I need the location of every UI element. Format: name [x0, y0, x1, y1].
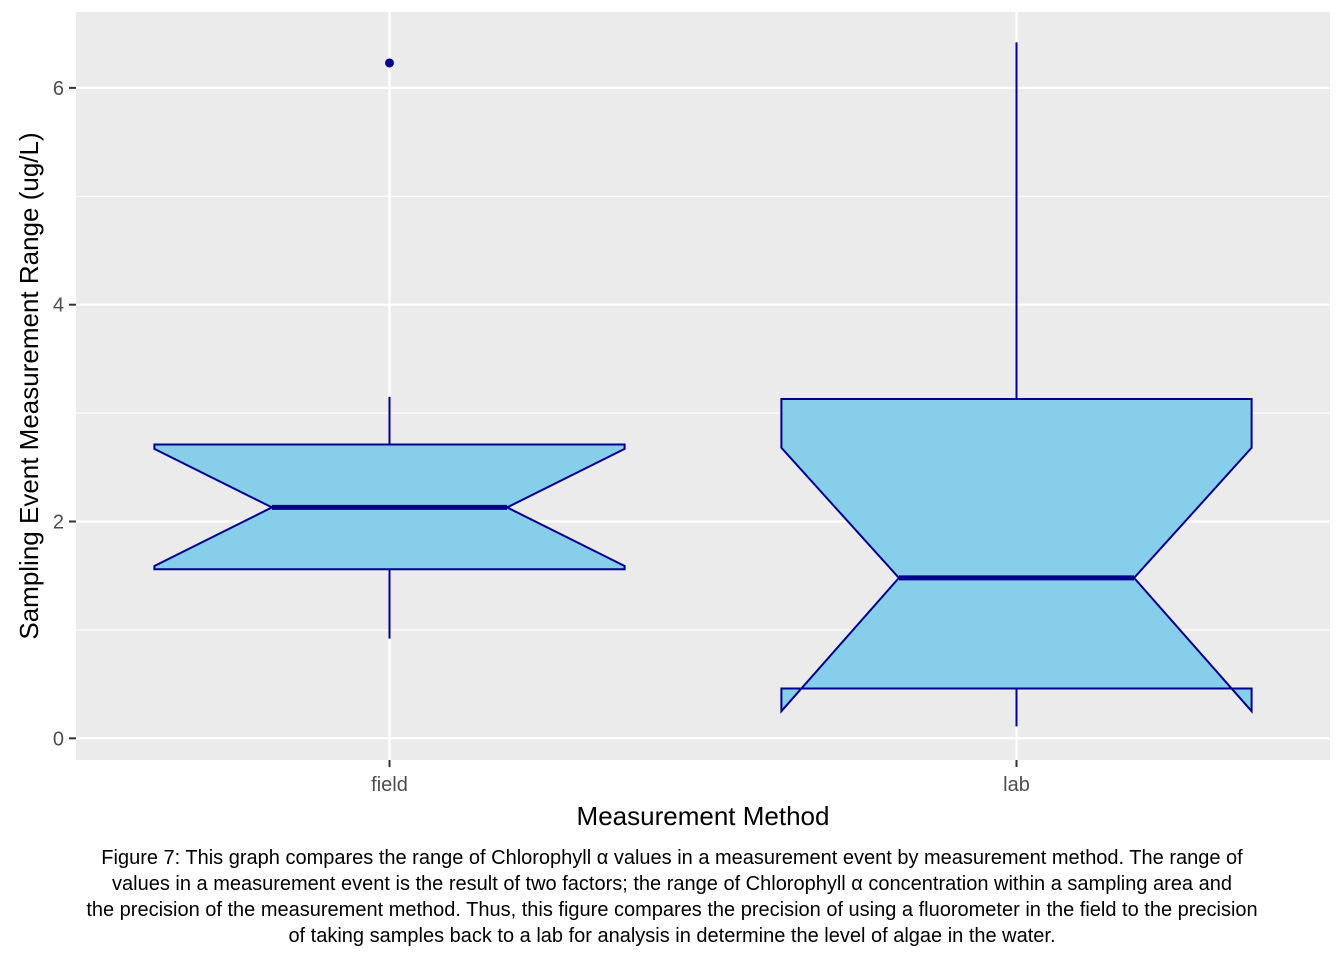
caption-line: values in a measurement event is the res…: [112, 873, 1232, 895]
y-tick-label: 4: [53, 295, 64, 317]
boxes: [153, 42, 1253, 727]
caption-line: Figure 7: This graph compares the range …: [101, 847, 1243, 869]
notched-box: [780, 398, 1253, 714]
y-axis: 0 2 4 6: [53, 78, 76, 750]
y-tick-label: 0: [53, 728, 64, 750]
box-lab: [780, 42, 1253, 727]
x-axis: field lab: [371, 760, 1030, 796]
box-field: [153, 58, 626, 639]
caption-line: of taking samples back to a lab for anal…: [288, 925, 1056, 947]
caption-line: the precision of the measurement method.…: [86, 899, 1258, 921]
boxplot-chart: 0 2 4 6 field lab Measurement Method Samplin…: [14, 12, 1330, 831]
figure-caption: Figure 7: This graph compares the range …: [0, 845, 1344, 949]
x-tick-label: lab: [1003, 774, 1030, 796]
x-axis-title: Measurement Method: [577, 801, 830, 831]
x-tick-label: field: [371, 774, 408, 796]
y-axis-title: Sampling Event Measurement Range (ug/L): [14, 132, 44, 639]
outlier-point: [385, 58, 394, 68]
y-tick-label: 2: [53, 512, 64, 534]
y-tick-label: 6: [53, 78, 64, 100]
